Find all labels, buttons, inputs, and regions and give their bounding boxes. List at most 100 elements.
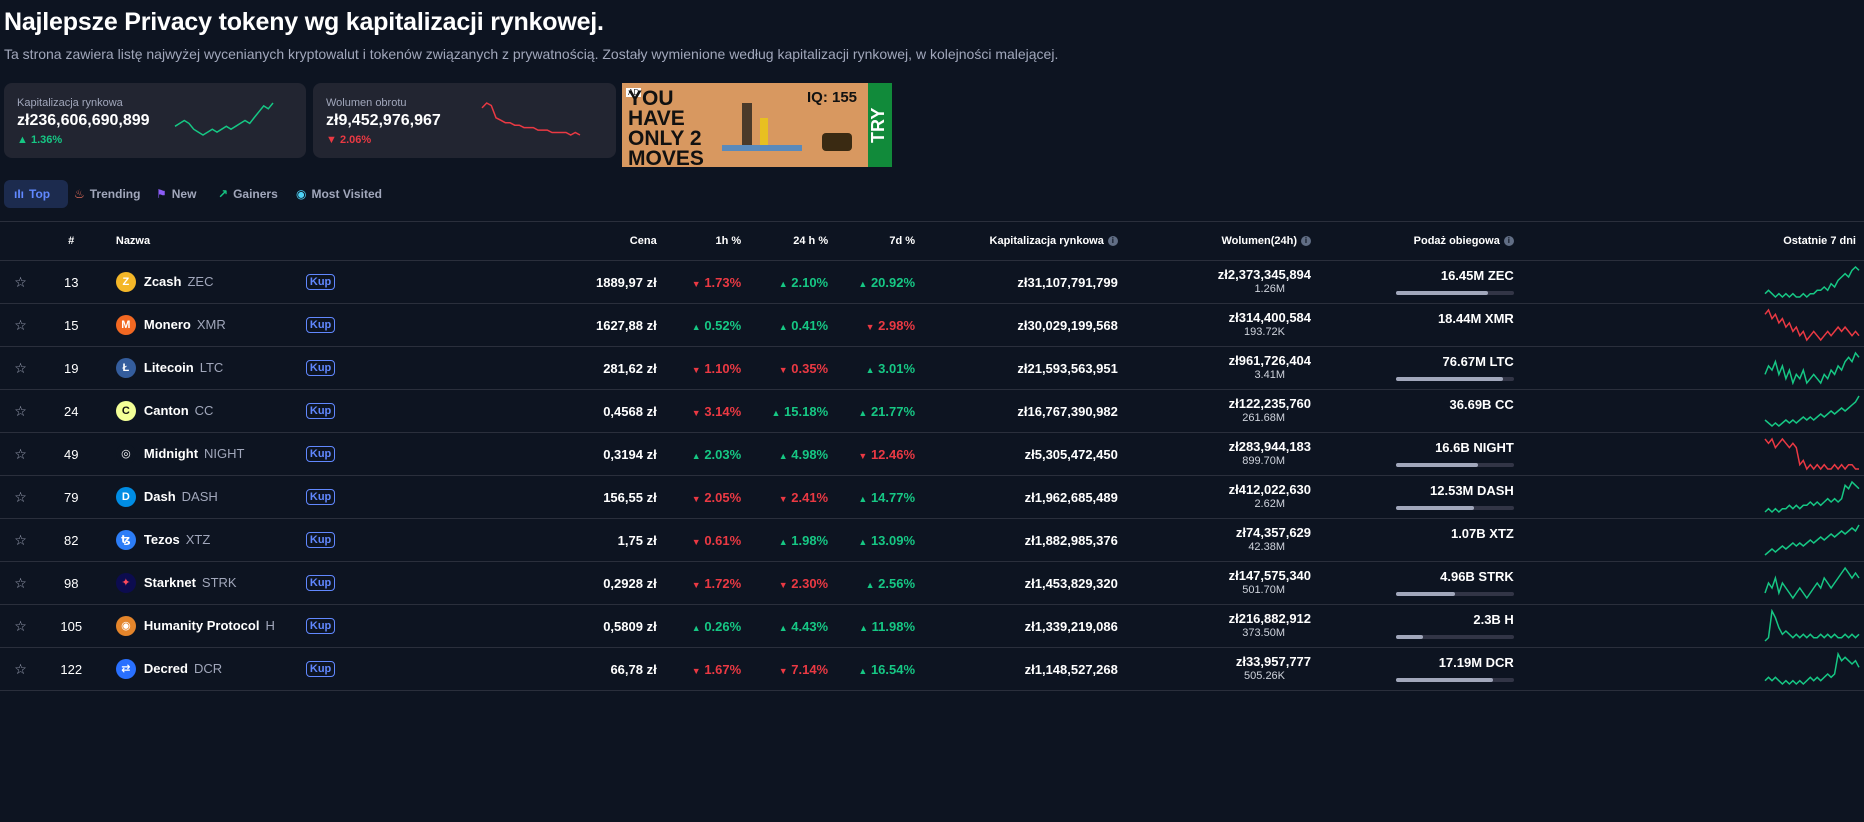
buy-button[interactable]: Kup	[305, 403, 336, 419]
table-row[interactable]: ☆ 15 M Monero XMR Kup 1627,88 zł ▲ 0.52% …	[0, 303, 1864, 347]
info-icon[interactable]: i	[1503, 236, 1514, 247]
coin-name-cell[interactable]: ◉ Humanity Protocol H Kup	[115, 604, 503, 648]
coin-sparkline	[1764, 609, 1860, 642]
table-row[interactable]: ☆ 49 ◎ Midnight NIGHT Kup 0,3194 zł ▲ 2.0…	[0, 432, 1864, 476]
advertisement-banner[interactable]: AD YOU HAVE ONLY 2 MOVES IQ: 155 TRY	[622, 83, 892, 167]
table-row[interactable]: ☆ 98 ✦ Starknet STRK Kup 0,2928 zł ▼ 1.72…	[0, 561, 1864, 605]
sparkline-path	[1764, 437, 1859, 471]
header-supply[interactable]: Podaż obiegowa i	[1311, 221, 1514, 261]
ad-pipe-graphic	[722, 145, 802, 151]
coin-name[interactable]: Canton CC	[144, 403, 214, 418]
watchlist-star-icon[interactable]: ☆	[0, 260, 42, 304]
header-volume[interactable]: Wolumen(24h) i	[1117, 221, 1312, 261]
ad-try-button[interactable]: TRY	[868, 83, 892, 167]
table-row[interactable]: ☆ 19 Ł Litecoin LTC Kup 281,62 zł ▼ 1.10%…	[0, 346, 1864, 390]
coin-sparkline-cell[interactable]	[1513, 518, 1864, 562]
header-1h[interactable]: 1h %	[656, 221, 742, 261]
watchlist-star-icon[interactable]: ☆	[0, 647, 42, 691]
buy-button[interactable]: Kup	[305, 532, 336, 548]
table-row[interactable]: ☆ 82 ꜩ Tezos XTZ Kup 1,75 zł ▼ 0.61% ▲ 1.…	[0, 518, 1864, 562]
market-cap-card[interactable]: Kapitalizacja rynkowa zł236,606,690,899 …	[4, 83, 306, 158]
coin-name-cell[interactable]: ◎ Midnight NIGHT Kup	[115, 432, 503, 476]
volume-change-value: 2.06%	[339, 134, 372, 146]
coin-name-cell[interactable]: Z Zcash ZEC Kup	[115, 260, 503, 304]
ad-iq-text: IQ: 155	[807, 89, 858, 106]
watchlist-star-icon[interactable]: ☆	[0, 475, 42, 519]
buy-button[interactable]: Kup	[305, 489, 336, 505]
coin-name[interactable]: Humanity Protocol H	[144, 618, 275, 633]
watchlist-star-icon[interactable]: ☆	[0, 604, 42, 648]
coin-sparkline-cell[interactable]	[1513, 260, 1864, 304]
caret-down-icon: ▼	[691, 493, 701, 504]
buy-button[interactable]: Kup	[305, 575, 336, 591]
info-icon[interactable]: i	[1301, 236, 1312, 247]
caret-up-icon: ▲	[691, 321, 701, 332]
coin-name[interactable]: Decred DCR	[144, 661, 222, 676]
tab-trending[interactable]: ♨ Trending	[74, 180, 140, 208]
header-name[interactable]: Nazwa	[115, 221, 503, 261]
coin-name-cell[interactable]: ✦ Starknet STRK Kup	[115, 561, 503, 605]
buy-button[interactable]: Kup	[305, 274, 336, 290]
coin-name[interactable]: Tezos XTZ	[144, 532, 210, 547]
tab-new[interactable]: ⚑ New	[156, 180, 196, 208]
buy-button[interactable]: Kup	[305, 317, 336, 333]
coin-name[interactable]: Dash DASH	[144, 489, 218, 504]
h24-value: 1.98%	[791, 532, 829, 548]
monero-icon: M	[115, 315, 136, 335]
coin-name-cell[interactable]: Ł Litecoin LTC Kup	[115, 346, 503, 390]
coin-name[interactable]: Zcash ZEC	[144, 274, 214, 289]
watchlist-star-icon[interactable]: ☆	[0, 432, 42, 476]
coin-name[interactable]: Monero XMR	[144, 317, 226, 332]
coin-sparkline-cell[interactable]	[1513, 389, 1864, 433]
table-row[interactable]: ☆ 79 D Dash DASH Kup 156,55 zł ▼ 2.05% ▼ …	[0, 475, 1864, 519]
coin-rank: 105	[41, 604, 102, 648]
watchlist-star-icon[interactable]: ☆	[0, 346, 42, 390]
watchlist-star-icon[interactable]: ☆	[0, 561, 42, 605]
volume-coin: 373.50M	[1242, 627, 1286, 639]
coin-name[interactable]: Starknet STRK	[144, 575, 237, 590]
buy-button[interactable]: Kup	[305, 618, 336, 634]
coin-sparkline-cell[interactable]	[1513, 647, 1864, 691]
table-row[interactable]: ☆ 122 ⇄ Decred DCR Kup 66,78 zł ▼ 1.67% ▼…	[0, 647, 1864, 691]
coin-price: 1,75 zł	[502, 518, 657, 562]
header-24h[interactable]: 24 h %	[741, 221, 829, 261]
tab-most-visited[interactable]: ◉ Most Visited	[296, 180, 382, 208]
buy-button[interactable]: Kup	[305, 360, 336, 376]
buy-button[interactable]: Kup	[305, 661, 336, 677]
d7-value: 3.01%	[878, 360, 916, 376]
coin-name-cell[interactable]: D Dash DASH Kup	[115, 475, 503, 519]
coin-name-text: Humanity Protocol	[143, 618, 260, 633]
coin-name-cell[interactable]: M Monero XMR Kup	[115, 303, 503, 347]
coin-sparkline-cell[interactable]	[1513, 432, 1864, 476]
supply-progress-fill	[1395, 291, 1488, 295]
coin-sparkline-cell[interactable]	[1513, 604, 1864, 648]
table-row[interactable]: ☆ 105 ◉ Humanity Protocol H Kup 0,5809 zł…	[0, 604, 1864, 648]
watchlist-star-icon[interactable]: ☆	[0, 389, 42, 433]
coin-sparkline-cell[interactable]	[1513, 561, 1864, 605]
tab-top[interactable]: ıIı Top	[4, 180, 68, 208]
header-price[interactable]: Cena	[502, 221, 657, 261]
buy-button[interactable]: Kup	[305, 446, 336, 462]
watchlist-star-icon[interactable]: ☆	[0, 303, 42, 347]
volume-card[interactable]: Wolumen obrotu zł9,452,976,967 ▼ 2.06%	[313, 83, 616, 158]
header-rank[interactable]: #	[41, 221, 102, 261]
coin-sparkline-cell[interactable]	[1513, 346, 1864, 390]
table-row[interactable]: ☆ 24 C Canton CC Kup 0,4568 zł ▼ 3.14% ▲ …	[0, 389, 1864, 433]
coin-supply: 17.19M DCR	[1311, 647, 1514, 691]
coin-market-cap: zł1,962,685,489	[915, 475, 1118, 519]
coin-sparkline-cell[interactable]	[1513, 303, 1864, 347]
tab-gainers[interactable]: ↗ Gainers	[218, 180, 278, 208]
info-icon[interactable]: i	[1107, 236, 1118, 247]
header-market-cap[interactable]: Kapitalizacja rynkowa i	[915, 221, 1118, 261]
coin-name-cell[interactable]: ꜩ Tezos XTZ Kup	[115, 518, 503, 562]
table-row[interactable]: ☆ 13 Z Zcash ZEC Kup 1889,97 zł ▼ 1.73% ▲…	[0, 260, 1864, 304]
coin-sparkline-cell[interactable]	[1513, 475, 1864, 519]
header-volume-label: Wolumen(24h)	[1221, 235, 1298, 247]
d7-value: 13.09%	[870, 532, 916, 548]
coin-name[interactable]: Litecoin LTC	[144, 360, 223, 375]
watchlist-star-icon[interactable]: ☆	[0, 518, 42, 562]
coin-name[interactable]: Midnight NIGHT	[144, 446, 245, 461]
coin-name-cell[interactable]: C Canton CC Kup	[115, 389, 503, 433]
coin-name-cell[interactable]: ⇄ Decred DCR Kup	[115, 647, 503, 691]
header-7d[interactable]: 7d %	[828, 221, 916, 261]
